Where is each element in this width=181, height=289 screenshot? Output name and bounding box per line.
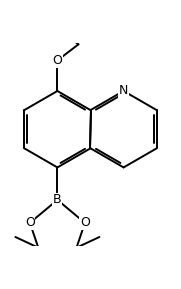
Text: N: N: [119, 84, 128, 97]
Text: O: O: [25, 216, 35, 229]
Text: B: B: [53, 193, 62, 206]
Text: O: O: [52, 54, 62, 67]
Text: O: O: [80, 216, 90, 229]
